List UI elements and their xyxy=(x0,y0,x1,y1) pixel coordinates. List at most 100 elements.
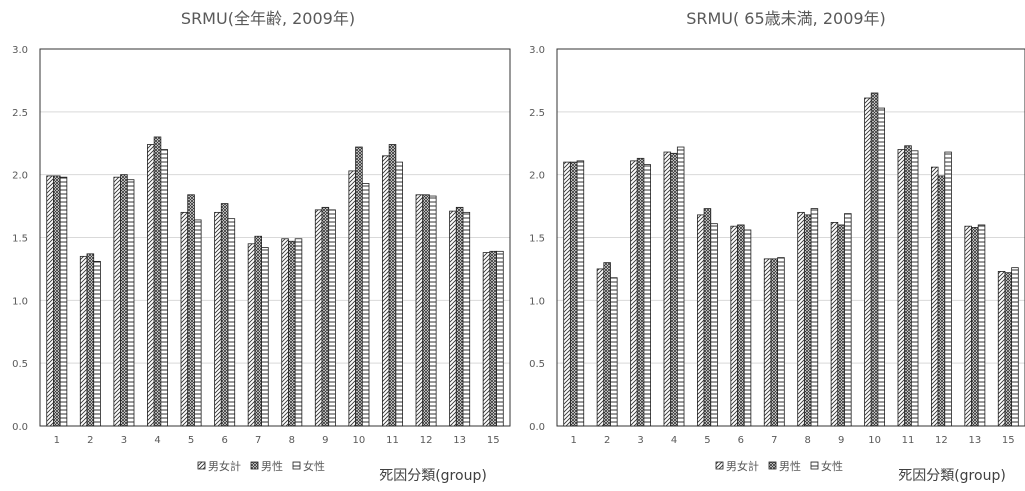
bar xyxy=(663,151,672,427)
bar xyxy=(126,179,135,427)
bar xyxy=(569,161,578,427)
legend-swatch xyxy=(768,461,777,470)
bar xyxy=(870,92,879,427)
y-tick-label: 3.0 xyxy=(12,45,28,56)
chart-title: SRMU(全年齢, 2009年) xyxy=(181,9,355,28)
bar xyxy=(603,262,611,427)
bar xyxy=(910,150,919,427)
legend-label: 男女計 xyxy=(208,459,241,473)
x-tick-label: 12 xyxy=(420,435,433,446)
x-tick-label: 12 xyxy=(935,435,948,446)
bar xyxy=(864,97,872,427)
legend-swatch xyxy=(250,461,259,470)
bar xyxy=(361,183,370,427)
bar xyxy=(395,161,403,427)
bar xyxy=(455,206,464,427)
legend-swatch xyxy=(292,461,301,470)
bar xyxy=(964,225,972,427)
bar xyxy=(194,219,202,427)
bar xyxy=(227,218,236,427)
legend-label: 男性 xyxy=(779,459,801,473)
bar xyxy=(53,175,61,427)
y-tick-label: 2.0 xyxy=(12,171,28,182)
bar xyxy=(281,238,289,427)
bar xyxy=(763,258,772,427)
x-tick-label: 10 xyxy=(353,435,366,446)
bar xyxy=(797,211,805,427)
x-tick-label: 1 xyxy=(54,435,60,446)
bar xyxy=(643,164,652,427)
bar xyxy=(288,240,296,427)
x-tick-label: 5 xyxy=(704,435,710,446)
x-tick-label: 10 xyxy=(868,435,881,446)
legend-label: 男性 xyxy=(261,459,283,473)
chart-legend: 男女計 男性 女性 xyxy=(197,459,325,473)
legend-label: 女性 xyxy=(303,459,325,473)
x-tick-label: 4 xyxy=(154,435,160,446)
y-tick-label: 0.0 xyxy=(529,422,545,433)
bar xyxy=(261,247,269,427)
x-tick-label: 13 xyxy=(968,435,981,446)
bar xyxy=(1011,267,1019,427)
x-tick-label: 7 xyxy=(771,435,777,446)
bar xyxy=(937,175,946,427)
bar xyxy=(79,255,88,427)
bar xyxy=(596,268,605,427)
bar xyxy=(328,209,336,427)
bar xyxy=(844,213,852,427)
bar xyxy=(120,174,128,427)
y-tick-label: 1.0 xyxy=(12,296,28,307)
bar xyxy=(710,223,718,427)
bar xyxy=(737,224,745,427)
x-tick-label: 2 xyxy=(87,435,93,446)
y-tick-label: 0.0 xyxy=(12,422,28,433)
x-tick-label: 8 xyxy=(805,435,811,446)
x-tick-label: 4 xyxy=(671,435,677,446)
bar xyxy=(321,206,330,427)
bar xyxy=(59,176,68,427)
plot-area-frame xyxy=(556,48,1025,427)
chart-legend: 男女計 男性 女性 xyxy=(715,459,843,473)
x-axis-title: 死因分類(group) xyxy=(379,468,487,484)
bar xyxy=(931,166,939,427)
bar xyxy=(810,208,819,427)
bar xyxy=(388,144,397,427)
bar xyxy=(187,194,195,427)
bar xyxy=(113,176,121,427)
x-tick-label: 6 xyxy=(738,435,744,446)
bar xyxy=(630,160,638,427)
y-tick-label: 1.5 xyxy=(529,234,545,245)
y-tick-label: 0.5 xyxy=(529,359,545,370)
y-tick-label: 2.0 xyxy=(529,171,545,182)
x-tick-label: 13 xyxy=(453,435,466,446)
legend-label: 男女計 xyxy=(726,459,759,473)
bar xyxy=(214,211,222,427)
bar xyxy=(482,252,491,427)
y-tick-label: 3.0 xyxy=(529,45,545,56)
x-tick-label: 15 xyxy=(1002,435,1015,446)
bar xyxy=(180,211,189,427)
chart-panel-under-65: SRMU( 65歳未満, 2009年) 0.0 0.5 1.0 1.5 2.0 2.5 3.0… xyxy=(529,9,1025,484)
bar xyxy=(247,243,256,427)
bar xyxy=(415,194,424,427)
bar xyxy=(971,227,979,427)
bar xyxy=(770,258,779,427)
chart-panel-all-ages: SRMU(全年齢, 2009年)0.00.51.01.52.02.53.01 2 3… xyxy=(12,9,511,484)
x-tick-label: 9 xyxy=(322,435,328,446)
bar xyxy=(314,209,323,427)
x-tick-label: 1 xyxy=(571,435,577,446)
bar xyxy=(904,145,912,427)
bar xyxy=(147,144,155,427)
bar xyxy=(382,155,390,427)
bar xyxy=(449,210,457,427)
chart-title: SRMU( 65歳未満, 2009年) xyxy=(686,9,886,28)
bar xyxy=(703,208,712,427)
x-tick-label: 5 xyxy=(188,435,194,446)
bar xyxy=(153,136,162,427)
bar xyxy=(897,149,906,427)
bar xyxy=(610,277,618,427)
bar xyxy=(877,107,886,427)
legend-swatch xyxy=(197,461,206,470)
bar xyxy=(496,250,504,427)
